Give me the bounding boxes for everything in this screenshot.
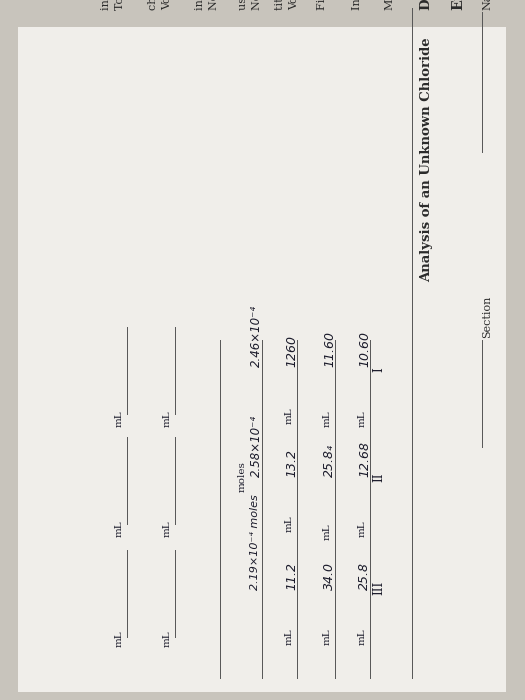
Text: titrate sample: titrate sample	[275, 0, 285, 10]
Text: 11.2: 11.2	[285, 562, 298, 590]
Text: moles: moles	[238, 461, 247, 492]
Text: mL: mL	[323, 524, 332, 540]
Text: chloride solution pipetted: chloride solution pipetted	[148, 0, 158, 10]
Text: II: II	[372, 473, 385, 482]
Text: 11.60: 11.60	[323, 331, 336, 367]
Text: Initial buret reading: Initial buret reading	[352, 0, 362, 10]
Text: 2.19×10⁻⁴ moles: 2.19×10⁻⁴ moles	[250, 494, 260, 590]
Text: mL: mL	[323, 629, 332, 645]
Text: Molarity of standard AgNO₃ solution .0195 M: Molarity of standard AgNO₃ solution .019…	[385, 0, 395, 10]
Text: No. of moles of Cl⁻ present: No. of moles of Cl⁻ present	[209, 0, 219, 10]
Text: mL: mL	[285, 407, 294, 424]
Text: mL: mL	[358, 520, 367, 537]
Text: 13.2: 13.2	[285, 449, 298, 477]
Text: in sample: in sample	[195, 0, 205, 10]
Text: mL: mL	[358, 629, 367, 645]
Text: mL: mL	[285, 629, 294, 645]
Text: mL: mL	[163, 520, 172, 537]
Text: mL: mL	[358, 410, 367, 427]
Text: III: III	[372, 581, 385, 595]
Text: in 100 mL vol flask: in 100 mL vol flask	[101, 0, 111, 10]
Text: 2.58×10⁻⁴: 2.58×10⁻⁴	[250, 415, 263, 477]
Text: Final buret reading: Final buret reading	[317, 0, 327, 10]
Text: Volume of AgNO₃ used to: Volume of AgNO₃ used to	[289, 0, 299, 10]
Text: mL: mL	[115, 520, 124, 537]
Text: mL: mL	[163, 410, 172, 427]
Text: Section: Section	[482, 295, 492, 338]
Text: mL: mL	[323, 410, 332, 427]
Text: Volume of diluted: Volume of diluted	[162, 0, 172, 10]
Text: used to titrate sample: used to titrate sample	[238, 0, 248, 10]
Text: No. of moles of AgNO₃: No. of moles of AgNO₃	[252, 0, 262, 10]
Text: 1260: 1260	[285, 335, 298, 367]
FancyBboxPatch shape	[18, 27, 506, 692]
Text: 10.60: 10.60	[358, 331, 371, 367]
Text: Name: Name	[482, 0, 492, 10]
Text: mL: mL	[163, 631, 172, 647]
Text: mL: mL	[285, 515, 294, 532]
Text: 12.68: 12.68	[358, 441, 371, 477]
Text: mL: mL	[115, 410, 124, 427]
Text: Experiment 7: Experiment 7	[452, 0, 466, 10]
Text: I: I	[372, 368, 385, 372]
Text: Analysis of an Unknown Chloride: Analysis of an Unknown Chloride	[420, 37, 433, 282]
Text: 25.8₄: 25.8₄	[323, 444, 336, 477]
Text: 34.0: 34.0	[323, 562, 336, 590]
Text: 25.8: 25.8	[358, 562, 371, 590]
Text: mL: mL	[115, 631, 124, 647]
Text: 2.46×10⁻⁴: 2.46×10⁻⁴	[250, 305, 263, 367]
Text: Total moles of Cl⁻: Total moles of Cl⁻	[115, 0, 125, 10]
Text: Data and Calculations:: Data and Calculations:	[420, 0, 433, 10]
